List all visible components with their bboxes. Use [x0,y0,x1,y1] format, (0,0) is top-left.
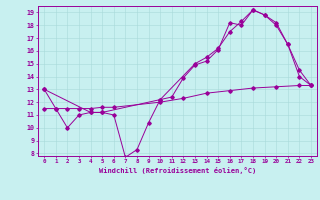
X-axis label: Windchill (Refroidissement éolien,°C): Windchill (Refroidissement éolien,°C) [99,167,256,174]
